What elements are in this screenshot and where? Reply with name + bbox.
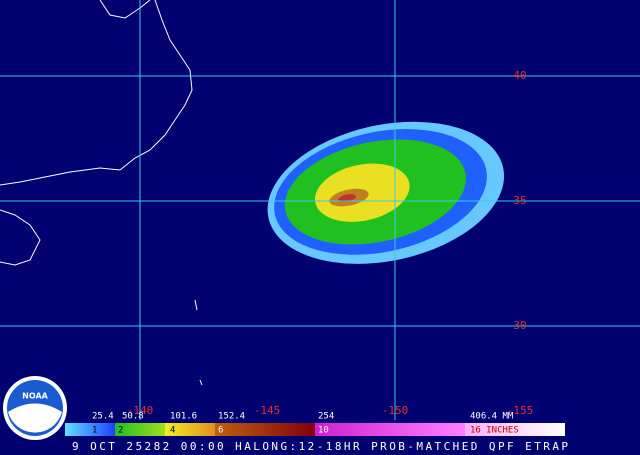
legend-swatch (115, 423, 165, 436)
mm-label: 152.4 (218, 412, 245, 422)
precip-band-red (338, 194, 356, 202)
inch-label: 1 (92, 426, 97, 436)
latitude-label: 30 (513, 319, 526, 332)
graticule (0, 0, 640, 420)
latitude-label: 35 (513, 194, 526, 207)
logo-text: NOAA (22, 392, 48, 401)
longitude-label: -140 (127, 404, 154, 417)
legend-swatch (315, 423, 465, 436)
precip-swath (267, 121, 505, 264)
inch-label: 6 (218, 426, 223, 436)
coastline (0, 0, 203, 386)
mm-label: 406.4 MM (470, 412, 514, 422)
legend-swatch (465, 423, 565, 436)
inch-label: 2 (118, 426, 123, 436)
mm-label: 254 (318, 412, 334, 422)
logo-wave (8, 403, 62, 433)
legend-swatch (215, 423, 315, 436)
mm-label: 25.4 (92, 412, 114, 422)
inch-label: 16 INCHES (470, 426, 519, 436)
legend-swatch (65, 423, 115, 436)
caption: 9 OCT 25282 00:00 HALONG:12-18HR PROB-MA… (72, 440, 568, 453)
longitude-label: -155 (507, 404, 534, 417)
longitude-label: -145 (254, 404, 281, 417)
inch-label: 10 (318, 426, 329, 436)
legend-swatch (165, 423, 215, 436)
longitude-label: -150 (382, 404, 409, 417)
latitude-label: 40 (513, 69, 526, 82)
inch-label: 4 (170, 426, 175, 436)
mm-label: 101.6 (170, 412, 197, 422)
mm-label: 50.8 (122, 412, 144, 422)
